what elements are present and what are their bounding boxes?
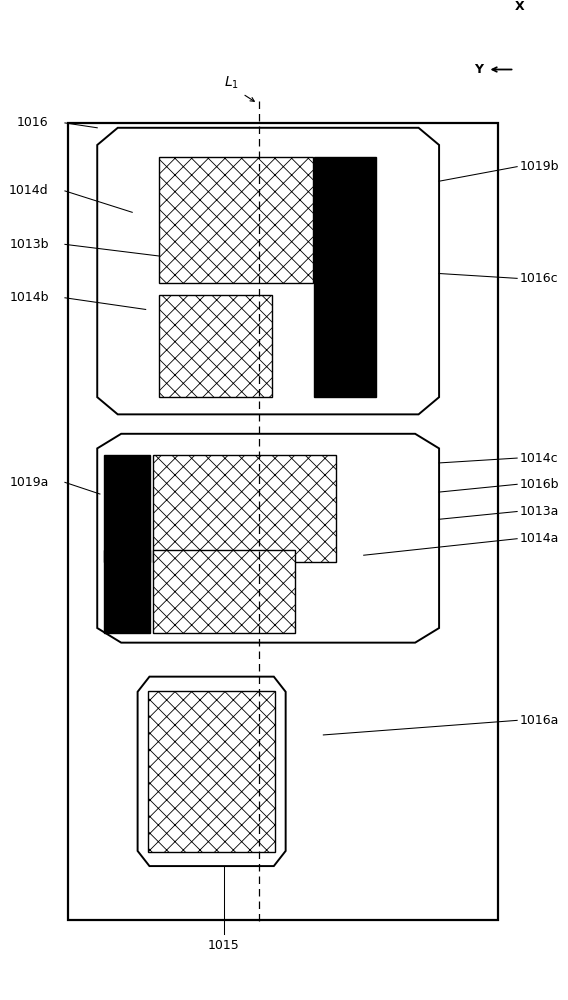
Text: 1014a: 1014a	[520, 532, 559, 545]
Text: 1014c: 1014c	[520, 452, 558, 465]
Bar	[153, 550, 295, 633]
Text: 1015: 1015	[208, 939, 240, 952]
Text: 1013b: 1013b	[9, 238, 49, 251]
Text: 1014b: 1014b	[9, 291, 49, 304]
Bar	[148, 691, 275, 852]
Text: 1016a: 1016a	[520, 714, 559, 727]
Polygon shape	[137, 677, 286, 866]
Bar	[314, 157, 376, 397]
Bar	[153, 455, 336, 562]
Text: Y: Y	[474, 63, 483, 76]
Bar	[68, 123, 498, 920]
Text: 1013a: 1013a	[520, 505, 559, 518]
Text: 1019b: 1019b	[520, 160, 559, 173]
Bar	[105, 550, 150, 633]
Text: 1016: 1016	[17, 116, 49, 129]
Text: 1016b: 1016b	[520, 478, 559, 491]
Bar	[105, 455, 150, 562]
Text: $L_{1}$: $L_{1}$	[224, 74, 239, 91]
Text: 1019a: 1019a	[10, 476, 49, 489]
Text: 1014d: 1014d	[9, 184, 49, 197]
Text: 1016c: 1016c	[520, 272, 558, 285]
Polygon shape	[97, 434, 439, 643]
Polygon shape	[97, 128, 439, 414]
Bar	[159, 157, 312, 283]
Text: X: X	[515, 0, 525, 13]
Bar	[159, 295, 272, 397]
